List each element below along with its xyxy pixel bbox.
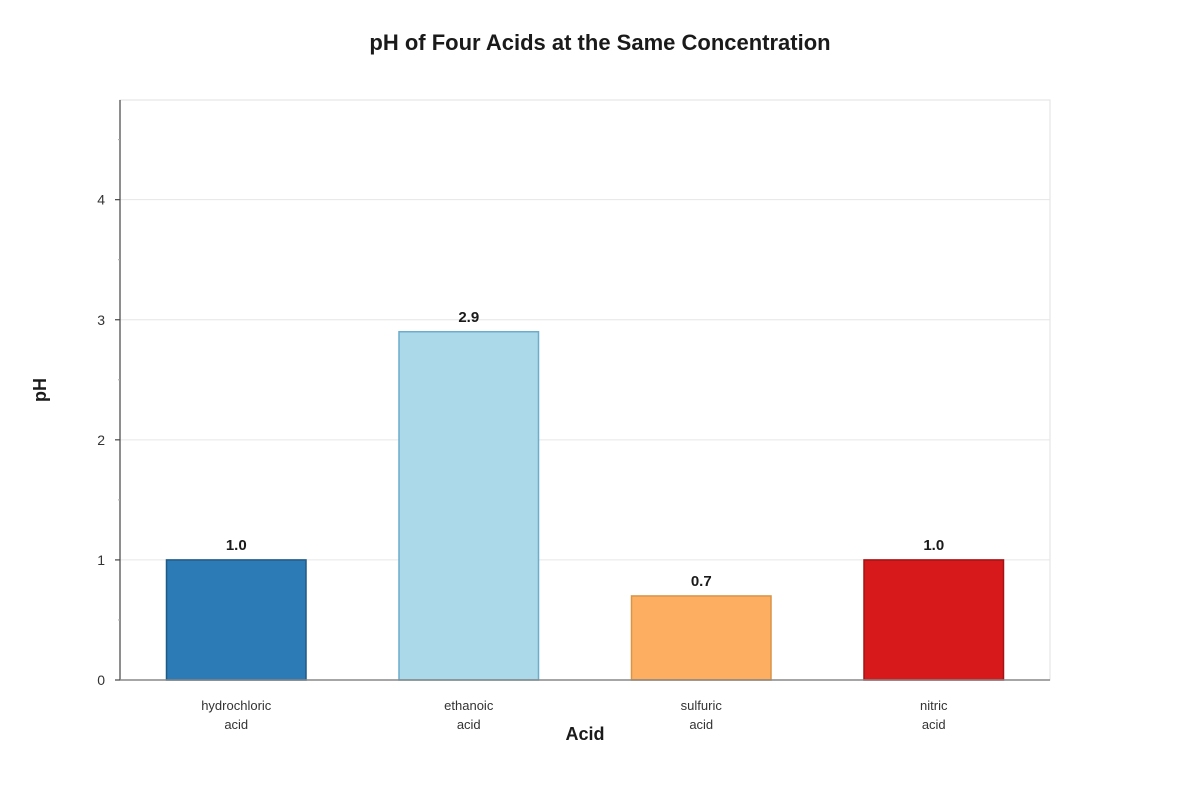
y-tick-label: 4 (97, 192, 105, 208)
y-tick-label: 3 (97, 312, 105, 328)
x-axis-label: Acid (565, 724, 604, 744)
y-tick-label: 1 (97, 552, 105, 568)
chart-title: pH of Four Acids at the Same Concentrati… (369, 30, 830, 55)
x-tick-label: ethanoic acid (444, 698, 494, 732)
bar (165, 559, 307, 681)
bar (630, 595, 772, 681)
y-axis-label: pH (30, 378, 50, 402)
bar (863, 559, 1005, 681)
data-labels: 1.0 2.9 0.7 1.0 (226, 309, 944, 590)
x-axis-ticks: hydrochloric acid ethanoic acid sulfuric acid… (201, 698, 948, 732)
data-label: 2.9 (458, 309, 479, 326)
plot-area: 0 1 2 3 4 hydrochloric acid ethanoic acid sulfur… (97, 99, 1051, 732)
y-tick-label: 2 (97, 432, 105, 448)
data-label: 0.7 (691, 573, 712, 590)
bar (398, 331, 540, 681)
y-tick-label: 0 (97, 672, 105, 688)
bars (165, 331, 1005, 681)
y-axis-ticks: 0 1 2 3 4 (97, 139, 120, 688)
data-label: 1.0 (226, 537, 247, 554)
gridlines (120, 199, 1050, 561)
x-tick-label: sulfuric acid (681, 698, 723, 732)
data-label: 1.0 (923, 537, 944, 554)
x-tick-label: hydrochloric acid (201, 698, 272, 732)
x-tick-label: nitric acid (920, 698, 948, 732)
